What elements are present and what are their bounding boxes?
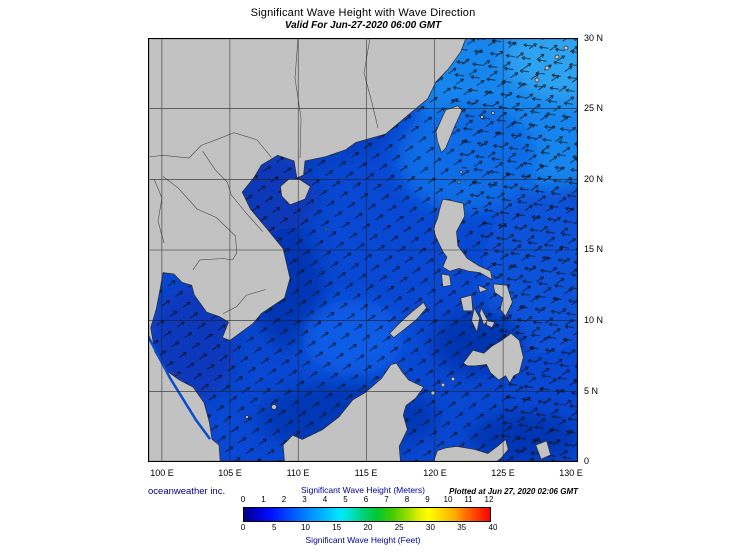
meters-tick: 7 — [384, 495, 389, 504]
y-tick: 20 N — [584, 174, 604, 184]
meters-tick: 6 — [363, 495, 369, 504]
meters-tick: 10 — [443, 495, 453, 504]
map-area — [147, 37, 579, 463]
masbate-island — [477, 284, 489, 293]
meters-tick: 4 — [322, 495, 328, 504]
x-tick: 120 E — [423, 468, 447, 478]
x-tick: 110 E — [286, 468, 310, 478]
panay-island — [460, 294, 474, 312]
y-tick: 10 N — [584, 315, 604, 325]
feet-tick: 10 — [301, 523, 310, 532]
y-tick: 5 N — [584, 386, 599, 396]
feet-tick: 5 — [271, 523, 277, 532]
wave-height-colorbar — [243, 507, 491, 522]
y-tick: 30 N — [584, 33, 604, 43]
meters-tick: 0 — [240, 495, 246, 504]
feet-tick: 30 — [426, 523, 435, 532]
x-tick: 105 E — [218, 468, 242, 478]
palawan-island — [389, 301, 427, 338]
map-border — [147, 37, 579, 463]
oceanweather-credit: oceanweather inc. — [148, 486, 226, 497]
feet-tick: 0 — [240, 523, 246, 532]
mindoro-island — [441, 273, 452, 288]
y-tick: 25 N — [584, 103, 604, 113]
meters-tick: 11 — [464, 495, 473, 504]
mainland-asia — [148, 38, 467, 462]
x-tick: 100 E — [150, 468, 174, 478]
mindanao-island — [462, 333, 524, 384]
political-borders — [148, 38, 379, 376]
legend-meters-label: Significant Wave Height (Meters) — [301, 485, 425, 495]
borneo-island — [282, 362, 425, 462]
small-islands — [245, 45, 569, 419]
meters-tick: 9 — [425, 495, 430, 504]
plotted-timestamp: Plotted at Jun 27, 2020 02:06 GMT — [449, 487, 578, 496]
meters-tick: 2 — [281, 495, 287, 504]
x-tick: 125 E — [491, 468, 515, 478]
land-layer — [148, 38, 569, 462]
feet-tick: 40 — [488, 523, 498, 532]
strait-of-malacca — [148, 335, 212, 440]
feet-tick: 15 — [332, 523, 342, 532]
meters-tick: 12 — [484, 495, 494, 504]
x-tick: 130 E — [559, 468, 583, 478]
page-title: Significant Wave Height with Wave Direct… — [250, 7, 476, 19]
meters-tick: 3 — [302, 495, 307, 504]
gridlines — [148, 38, 578, 462]
y-tick: 0 — [584, 456, 590, 466]
x-tick: 115 E — [354, 468, 378, 478]
legend-feet-label: Significant Wave Height (Feet) — [305, 535, 421, 545]
negros-island — [471, 307, 481, 333]
halmahera-island — [535, 440, 552, 460]
y-tick: 15 N — [584, 244, 604, 254]
feet-tick: 35 — [457, 523, 467, 532]
map-svg — [147, 37, 579, 463]
feet-tick: 20 — [363, 523, 373, 532]
meters-tick: 1 — [261, 495, 266, 504]
sulawesi-island — [432, 439, 509, 462]
feet-tick: 25 — [394, 523, 404, 532]
valid-time-subtitle: Valid For Jun-27-2020 06:00 GMT — [284, 20, 442, 31]
bohol-island — [486, 320, 496, 329]
meters-tick: 8 — [404, 495, 410, 504]
meters-tick: 5 — [343, 495, 348, 504]
